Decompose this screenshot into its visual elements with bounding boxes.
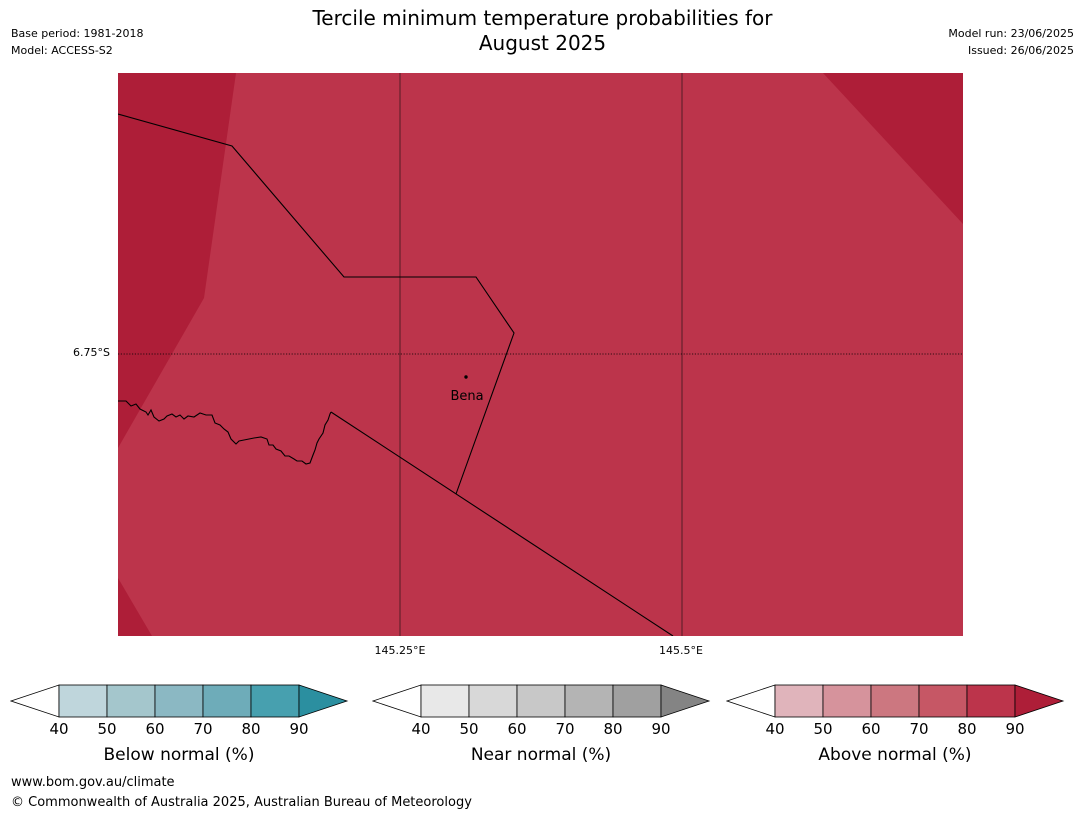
above-colorbar-tick-label: 70 xyxy=(909,720,928,738)
above-colorbar-tick-label: 90 xyxy=(1005,720,1024,738)
latitude-label: 6.75°S xyxy=(73,346,110,359)
above-colorbar-tick-label: 80 xyxy=(957,720,976,738)
colorbar-near-swatches: 40 50 60 70 80 90 xyxy=(372,684,711,738)
above-colorbar-tick-label: 50 xyxy=(813,720,832,738)
near-colorbar-tick-label: 60 xyxy=(507,720,526,738)
place-label: Bena xyxy=(450,389,483,404)
colorbar-above-title: Above normal (%) xyxy=(818,745,972,765)
near-colorbar-tick-label: 80 xyxy=(603,720,622,738)
colorbar-near-normal: 40 50 60 70 80 90 xyxy=(372,684,711,738)
title-line-2: August 2025 xyxy=(478,31,607,55)
longitude-label-145-25: 145.25°E xyxy=(374,644,426,657)
below-colorbar-tick-label: 40 xyxy=(49,720,68,738)
issued-text: Issued: 26/06/2025 xyxy=(967,44,1074,57)
near-colorbar-cell xyxy=(564,684,614,718)
near-colorbar-tick-label: 70 xyxy=(555,720,574,738)
map-panel: Bena xyxy=(118,73,963,636)
near-colorbar-tick-label: 90 xyxy=(651,720,670,738)
near-colorbar-tick-label: 40 xyxy=(411,720,430,738)
below-colorbar-cell xyxy=(250,684,300,718)
below-colorbar-cell xyxy=(154,684,204,718)
above-colorbar-cell xyxy=(966,684,1016,718)
near-colorbar-cell xyxy=(468,684,518,718)
above-colorbar-cell xyxy=(774,684,824,718)
model-text: Model: ACCESS-S2 xyxy=(11,44,113,57)
above-colorbar-arrow-high xyxy=(1014,684,1065,718)
near-colorbar-arrow-high xyxy=(660,684,711,718)
title-line-1: Tercile minimum temperature probabilitie… xyxy=(312,6,773,30)
above-colorbar-tick-label: 40 xyxy=(765,720,784,738)
coastline-river-boundary xyxy=(118,400,332,465)
below-colorbar-arrow-low xyxy=(10,684,60,718)
near-colorbar-cell xyxy=(420,684,470,718)
colorbar-below-swatches: 40 50 60 70 80 90 xyxy=(10,684,349,738)
near-colorbar-tick-label: 50 xyxy=(459,720,478,738)
colorbar-below-title: Below normal (%) xyxy=(103,745,255,765)
base-period-text: Base period: 1981-2018 xyxy=(11,27,144,40)
colorbar-above-swatches: 40 50 60 70 80 90 xyxy=(726,684,1065,738)
below-colorbar-tick-label: 80 xyxy=(241,720,260,738)
colorbar-below-normal: 40 50 60 70 80 90 xyxy=(10,684,349,738)
map-fill-above-80-90-northeast xyxy=(823,73,963,224)
below-colorbar-cell xyxy=(58,684,108,718)
map-fill-above-70-80 xyxy=(118,73,963,636)
below-colorbar-cell xyxy=(202,684,252,718)
above-colorbar-cell xyxy=(918,684,968,718)
below-colorbar-tick-label: 60 xyxy=(145,720,164,738)
near-colorbar-arrow-low xyxy=(372,684,422,718)
longitude-label-145-5: 145.5°E xyxy=(659,644,703,657)
place-marker xyxy=(464,375,468,379)
below-colorbar-arrow-high xyxy=(298,684,349,718)
model-run-text: Model run: 23/06/2025 xyxy=(948,27,1074,40)
metadata-left: Base period: 1981-2018 Model: ACCESS-S2 xyxy=(11,25,143,59)
below-colorbar-tick-label: 70 xyxy=(193,720,212,738)
colorbar-near-title: Near normal (%) xyxy=(470,745,612,765)
below-colorbar-tick-label: 50 xyxy=(97,720,116,738)
below-colorbar-tick-label: 90 xyxy=(289,720,308,738)
footer-url: www.bom.gov.au/climate xyxy=(11,775,175,790)
above-colorbar-cell xyxy=(870,684,920,718)
above-colorbar-cell xyxy=(822,684,872,718)
above-colorbar-arrow-low xyxy=(726,684,776,718)
province-boundary-south xyxy=(330,411,674,636)
metadata-right: Model run: 23/06/2025 Issued: 26/06/2025 xyxy=(948,25,1074,59)
colorbar-above-normal: 40 50 60 70 80 90 xyxy=(726,684,1065,738)
below-colorbar-cell xyxy=(106,684,156,718)
near-colorbar-cell xyxy=(612,684,662,718)
map-fill-above-80-90-west xyxy=(118,73,236,448)
map-fill-above-80-90-southwest xyxy=(118,578,152,636)
province-boundary-north xyxy=(118,113,515,495)
footer-copyright: © Commonwealth of Australia 2025, Austra… xyxy=(11,795,472,810)
map-title: Tercile minimum temperature probabilitie… xyxy=(0,6,1085,56)
above-colorbar-tick-label: 60 xyxy=(861,720,880,738)
near-colorbar-cell xyxy=(516,684,566,718)
